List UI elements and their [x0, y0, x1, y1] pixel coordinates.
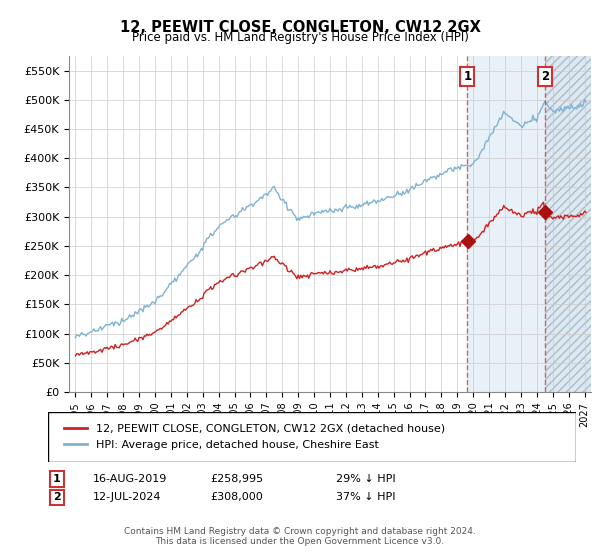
Text: 12, PEEWIT CLOSE, CONGLETON, CW12 2GX: 12, PEEWIT CLOSE, CONGLETON, CW12 2GX [119, 20, 481, 35]
Text: Price paid vs. HM Land Registry's House Price Index (HPI): Price paid vs. HM Land Registry's House … [131, 31, 469, 44]
Text: Contains HM Land Registry data © Crown copyright and database right 2024.
This d: Contains HM Land Registry data © Crown c… [124, 526, 476, 546]
Legend: 12, PEEWIT CLOSE, CONGLETON, CW12 2GX (detached house), HPI: Average price, deta: 12, PEEWIT CLOSE, CONGLETON, CW12 2GX (d… [59, 418, 450, 456]
Text: 12-JUL-2024: 12-JUL-2024 [93, 492, 161, 502]
Text: £258,995: £258,995 [210, 474, 263, 484]
Text: 29% ↓ HPI: 29% ↓ HPI [336, 474, 395, 484]
Text: 16-AUG-2019: 16-AUG-2019 [93, 474, 167, 484]
FancyBboxPatch shape [48, 412, 576, 462]
Text: 2: 2 [53, 492, 61, 502]
Text: 1: 1 [53, 474, 61, 484]
Bar [467, 56, 545, 392]
Text: 2: 2 [541, 70, 550, 83]
Text: 1: 1 [463, 70, 472, 83]
Bar [545, 56, 593, 392]
Text: £308,000: £308,000 [210, 492, 263, 502]
Text: 37% ↓ HPI: 37% ↓ HPI [336, 492, 395, 502]
